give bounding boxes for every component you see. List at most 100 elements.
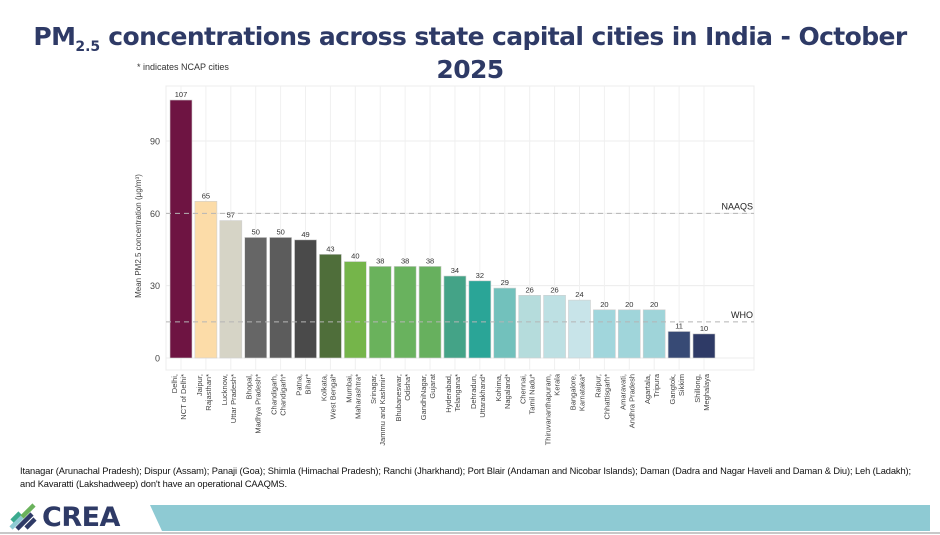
x-tick-label: Nagaland* <box>503 374 512 409</box>
x-tick-label: Delhi, <box>170 374 179 393</box>
crea-logo-text: CREA <box>42 501 120 533</box>
x-tick-label: Chandigarh, <box>270 374 279 415</box>
logo-stripe <box>15 512 34 531</box>
bar-value-label: 34 <box>451 266 459 275</box>
bar <box>418 266 442 359</box>
bar <box>443 275 467 359</box>
bar <box>393 266 417 359</box>
bar <box>319 254 342 359</box>
bar <box>368 266 392 359</box>
crea-logo: CREA <box>8 501 120 533</box>
bar-value-label: 38 <box>426 256 434 265</box>
x-tick-label: Shillong, <box>693 374 702 403</box>
footer-divider <box>0 532 940 534</box>
x-tick-label: Madhya Pradesh* <box>254 374 263 434</box>
bar-value-label: 20 <box>625 300 633 309</box>
bar-value-label: 10 <box>700 324 708 333</box>
x-tick-label: Hyderabad, <box>444 374 453 413</box>
x-tick-label: Chennai, <box>519 374 528 404</box>
x-tick-label: Kolkata, <box>319 374 328 401</box>
x-tick-label: Mumbai, <box>344 374 353 403</box>
footnote: Itanagar (Arunachal Pradesh); Dispur (As… <box>20 466 912 489</box>
bar-value-label: 43 <box>326 244 334 253</box>
x-tick-label: Chandigarh* <box>279 374 288 416</box>
x-tick-label: Lucknow, <box>220 374 229 405</box>
reference-label-naaqs: NAAQS <box>721 201 753 211</box>
x-tick-label: Karnataka* <box>577 374 586 411</box>
bar-value-label: 26 <box>550 285 558 294</box>
x-tick-label: Maharashtra* <box>353 374 362 419</box>
x-tick-label: Amaravati, <box>618 374 627 410</box>
bar <box>493 287 517 359</box>
bar <box>692 333 716 359</box>
x-tick-label: Odisha* <box>403 374 412 401</box>
x-tick-label: Jaipur, <box>195 374 204 396</box>
x-tick-label: Thiruvananthapuram, <box>544 374 553 445</box>
bar <box>194 200 218 359</box>
y-tick-label: 30 <box>150 281 160 291</box>
bar-value-label: 20 <box>600 300 608 309</box>
x-tick-label: Tamil Nadu* <box>528 374 537 415</box>
bar-value-label: 40 <box>351 252 359 261</box>
bar-value-label: 11 <box>675 321 683 330</box>
reference-label-who: WHO <box>731 310 753 320</box>
bar-value-label: 38 <box>401 256 409 265</box>
x-tick-label: Tripura <box>652 373 661 397</box>
title-subscript: 2.5 <box>75 39 101 55</box>
x-tick-label: Bihar* <box>304 374 313 395</box>
title-prefix: PM <box>33 22 76 51</box>
bar-value-label: 50 <box>252 227 260 236</box>
bar-value-label: 57 <box>227 211 235 220</box>
x-tick-label: West Bengal* <box>328 374 337 419</box>
bar <box>593 309 616 359</box>
x-tick-label: Raipur, <box>593 374 602 398</box>
x-tick-label: Bhopal, <box>245 374 254 399</box>
bar-value-label: 65 <box>202 191 210 200</box>
chart-title: PM2.5 concentrations across state capita… <box>0 22 940 84</box>
crea-logo-icon <box>9 503 37 531</box>
x-tick-label: GandhiNagar, <box>419 374 428 420</box>
logo-stripe <box>9 515 24 530</box>
logo-stripe <box>24 517 37 530</box>
bar <box>219 220 243 359</box>
bar <box>518 295 541 359</box>
x-tick-label: Uttarakhand* <box>478 374 487 418</box>
x-tick-label: Chhattisgarh* <box>602 374 611 420</box>
footer-band <box>150 505 930 531</box>
x-tick-label: Bhubaneswar, <box>394 374 403 422</box>
bar-value-label: 24 <box>575 290 583 299</box>
bar <box>642 309 666 359</box>
bar-value-label: 26 <box>525 285 533 294</box>
bar-value-label: 32 <box>476 271 484 280</box>
x-tick-label: Uttar Pradesh* <box>229 374 238 423</box>
bar-value-label: 107 <box>175 90 188 99</box>
x-tick-label: Agartala, <box>643 374 652 404</box>
bar <box>667 331 691 359</box>
bar <box>169 99 193 359</box>
x-tick-label: Kerala <box>553 373 562 396</box>
y-tick-label: 60 <box>150 209 160 219</box>
bar-value-label: 49 <box>301 230 309 239</box>
y-tick-label: 90 <box>150 137 160 147</box>
x-tick-label: Rajasthan* <box>204 374 213 411</box>
bar-value-label: 29 <box>501 278 509 287</box>
x-tick-label: Gujarat <box>428 373 437 399</box>
x-tick-label: Dehradun, <box>469 374 478 409</box>
bar-value-label: 50 <box>276 227 284 236</box>
bar <box>294 239 317 359</box>
bar <box>543 295 566 359</box>
x-tick-label: NCT of Delhi* <box>179 374 188 420</box>
bar <box>244 237 268 359</box>
x-tick-label: Srinagar, <box>369 374 378 404</box>
x-tick-label: Kohima, <box>494 374 503 402</box>
bar <box>568 299 591 359</box>
x-tick-label: Patna, <box>295 374 304 396</box>
bar-chart: 0 30 60 90 Mean PM2.5 concentration (µg/m³) 1… <box>134 85 755 446</box>
logo-stripe <box>20 503 36 519</box>
x-tick-label: Andhra Pradesh <box>627 374 636 428</box>
y-axis-label: Mean PM2.5 concentration (µg/m³) <box>134 174 143 298</box>
bar <box>269 237 292 359</box>
y-tick-label: 0 <box>155 354 160 364</box>
ncap-note: * indicates NCAP cities <box>137 62 229 72</box>
x-tick-label: Telangana* <box>453 374 462 412</box>
